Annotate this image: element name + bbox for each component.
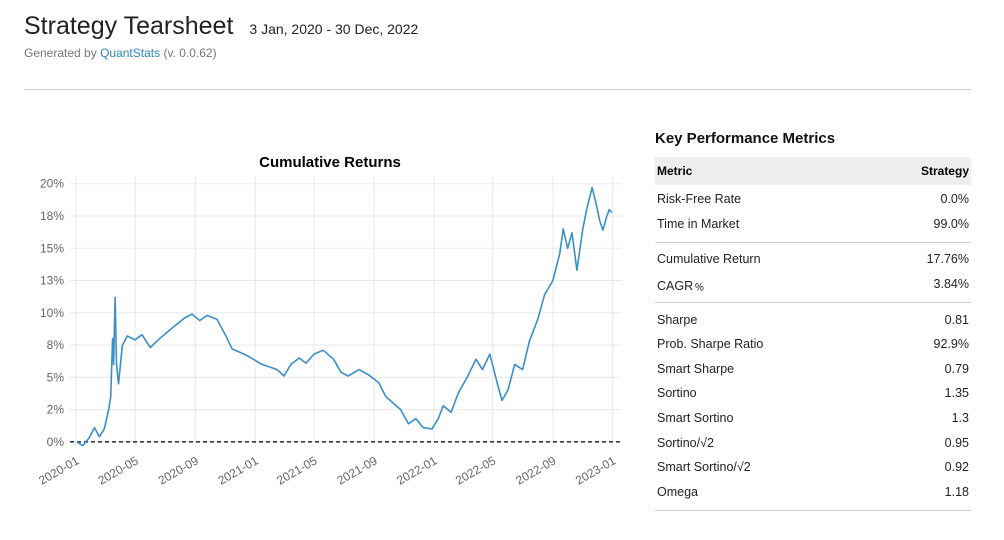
y-tick-label: 13% — [40, 274, 64, 288]
key-performance-metrics: Key Performance Metrics Metric Strategy … — [655, 130, 971, 512]
y-tick-label: 10% — [40, 306, 64, 320]
metric-column-header: Metric — [657, 164, 693, 178]
date-range: 3 Jan, 2020 - 30 Dec, 2022 — [249, 21, 419, 37]
metric-value: 92.9% — [933, 337, 969, 352]
metric-value: 99.0% — [933, 216, 969, 231]
metric-label: Sortino — [657, 386, 697, 401]
metric-value: 1.18 — [944, 484, 969, 499]
tearsheet-header: Strategy Tearsheet 3 Jan, 2020 - 30 Dec,… — [24, 12, 418, 60]
metrics-table-body: Risk-Free Rate 0.0% Time in Market 99.0% Cum… — [655, 185, 971, 512]
chart-svg: Cumulative Returns 0% 2% 5% 8% 10% 13% 15% 18% 2… — [36, 154, 622, 488]
metric-row: Sharpe 0.81 — [655, 307, 971, 332]
chart-title: Cumulative Returns — [259, 154, 401, 171]
metric-value: 0.79 — [944, 361, 969, 376]
y-tick-label: 2% — [47, 403, 65, 417]
x-tick-label: 2023-01 — [573, 453, 618, 487]
metric-value: 0.81 — [944, 312, 969, 327]
metric-row: Smart Sortino 1.3 — [655, 406, 971, 431]
y-tick-label: 18% — [40, 209, 64, 223]
metric-row: Time in Market 99.0% — [655, 212, 971, 237]
y-tick-label: 8% — [47, 338, 65, 352]
metrics-group: Cumulative Return 17.76% CAGR﹪ 3.84% — [655, 243, 971, 304]
metric-label: CAGR﹪ — [657, 278, 706, 293]
metric-label: Smart Sharpe — [657, 361, 735, 376]
metric-row: Cumulative Return 17.76% — [655, 247, 971, 272]
title-row: Strategy Tearsheet 3 Jan, 2020 - 30 Dec,… — [24, 12, 418, 41]
metric-value: 0.95 — [944, 435, 969, 450]
x-tick-label: 2022-01 — [394, 453, 439, 487]
cumulative-returns-chart: Cumulative Returns 0% 2% 5% 8% 10% 13% 15% 18% 2… — [0, 140, 640, 535]
page-title: Strategy Tearsheet — [24, 12, 234, 40]
metric-row: CAGR﹪ 3.84% — [655, 272, 971, 297]
metric-label: Risk-Free Rate — [657, 192, 742, 207]
metric-row: Risk-Free Rate 0.0% — [655, 187, 971, 212]
metric-value: 3.84% — [933, 277, 969, 292]
metric-value: 17.76% — [926, 252, 969, 267]
metrics-group: Sharpe 0.81 Prob. Sharpe Ratio 92.9% Smart S… — [655, 303, 971, 512]
y-tick-label: 20% — [40, 177, 64, 191]
x-tick-label: 2021-05 — [274, 453, 319, 487]
metric-label: Smart Sortino/√2 — [657, 460, 751, 475]
metric-row: Smart Sharpe 0.79 — [655, 357, 971, 382]
metric-value: 1.35 — [944, 386, 969, 401]
quantstats-link[interactable]: QuantStats — [100, 46, 161, 60]
metric-value: 0.92 — [944, 460, 969, 475]
x-tick-label: 2022-05 — [453, 453, 498, 487]
metric-label: Omega — [657, 484, 698, 499]
metric-row: Sortino/√2 0.95 — [655, 430, 971, 455]
x-tick-label: 2021-01 — [215, 453, 260, 487]
x-tick-label: 2022-09 — [513, 453, 558, 487]
y-tick-label: 5% — [47, 370, 65, 384]
metric-label: Sortino/√2 — [657, 435, 714, 450]
metric-value: 0.0% — [940, 192, 970, 207]
metrics-group: Risk-Free Rate 0.0% Time in Market 99.0% — [655, 185, 971, 244]
generated-by-line: Generated by QuantStats (v. 0.0.62) — [24, 46, 418, 60]
metric-row: Sortino 1.35 — [655, 381, 971, 406]
x-tick-label: 2021-09 — [335, 453, 380, 487]
x-tick-label: 2020-09 — [156, 453, 201, 487]
x-tick-label: 2020-05 — [95, 453, 140, 487]
metric-label: Smart Sortino — [657, 411, 734, 426]
metrics-table-header: Metric Strategy — [655, 157, 971, 185]
metrics-title: Key Performance Metrics — [655, 130, 836, 147]
header-divider — [24, 89, 971, 90]
y-tick-label: 0% — [47, 435, 65, 449]
version-label: (v. 0.0.62) — [163, 46, 217, 60]
strategy-column-header: Strategy — [920, 164, 969, 178]
metric-label: Time in Market — [657, 216, 740, 231]
generated-by-label: Generated by — [24, 46, 97, 60]
metric-row: Omega 1.18 — [655, 480, 971, 505]
metric-row: Prob. Sharpe Ratio 92.9% — [655, 332, 971, 357]
metric-label: Sharpe — [657, 312, 698, 327]
metric-label: Cumulative Return — [657, 252, 761, 267]
x-tick-label: 2020-01 — [36, 453, 81, 487]
metric-row: Smart Sortino/√2 0.92 — [655, 455, 971, 480]
series-line-strategy — [76, 186, 613, 447]
y-tick-label: 15% — [40, 241, 64, 255]
metric-label: Prob. Sharpe Ratio — [657, 337, 764, 352]
metric-value: 1.3 — [951, 411, 969, 426]
